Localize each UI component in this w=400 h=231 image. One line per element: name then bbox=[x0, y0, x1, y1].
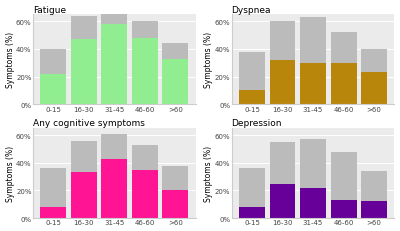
Bar bbox=[71, 173, 97, 218]
Bar bbox=[239, 169, 265, 207]
Bar bbox=[270, 22, 296, 61]
Y-axis label: Symptoms (%): Symptoms (%) bbox=[6, 32, 14, 88]
Bar bbox=[162, 191, 188, 218]
Bar bbox=[361, 171, 387, 202]
Text: Any cognitive symptoms: Any cognitive symptoms bbox=[33, 119, 145, 128]
Bar bbox=[40, 169, 66, 207]
Bar bbox=[330, 152, 356, 200]
Bar bbox=[40, 74, 66, 105]
Y-axis label: Symptoms (%): Symptoms (%) bbox=[204, 32, 213, 88]
Bar bbox=[300, 18, 326, 64]
Bar bbox=[300, 140, 326, 188]
Bar bbox=[132, 39, 158, 105]
Bar bbox=[270, 143, 296, 184]
Bar bbox=[300, 64, 326, 105]
Bar bbox=[330, 33, 356, 64]
Bar bbox=[132, 22, 158, 39]
Bar bbox=[361, 50, 387, 73]
Bar bbox=[330, 64, 356, 105]
Bar bbox=[71, 40, 97, 105]
Bar bbox=[102, 25, 127, 105]
Bar bbox=[102, 14, 127, 25]
Y-axis label: Symptoms (%): Symptoms (%) bbox=[6, 146, 14, 201]
Bar bbox=[40, 50, 66, 74]
Text: Depression: Depression bbox=[232, 119, 282, 128]
Bar bbox=[132, 170, 158, 218]
Bar bbox=[132, 145, 158, 170]
Bar bbox=[162, 166, 188, 191]
Bar bbox=[102, 134, 127, 159]
Bar bbox=[162, 44, 188, 59]
Bar bbox=[270, 184, 296, 218]
Bar bbox=[162, 59, 188, 105]
Bar bbox=[361, 202, 387, 218]
Bar bbox=[239, 91, 265, 105]
Bar bbox=[239, 52, 265, 91]
Bar bbox=[71, 17, 97, 40]
Bar bbox=[330, 200, 356, 218]
Text: Fatigue: Fatigue bbox=[33, 6, 66, 15]
Bar bbox=[270, 61, 296, 105]
Y-axis label: Symptoms (%): Symptoms (%) bbox=[204, 146, 213, 201]
Bar bbox=[40, 207, 66, 218]
Bar bbox=[300, 188, 326, 218]
Bar bbox=[102, 159, 127, 218]
Bar bbox=[239, 207, 265, 218]
Bar bbox=[71, 141, 97, 173]
Text: Dyspnea: Dyspnea bbox=[232, 6, 271, 15]
Bar bbox=[361, 73, 387, 105]
